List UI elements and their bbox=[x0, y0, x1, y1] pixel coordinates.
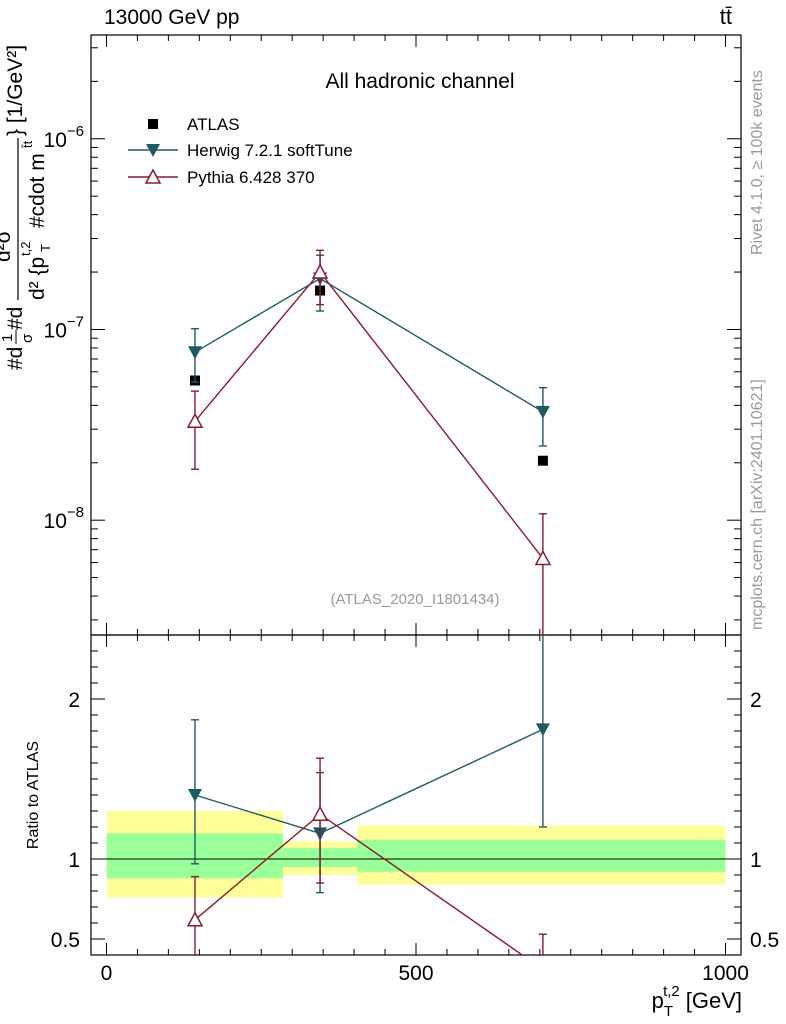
pythia-ratio-marker bbox=[311, 805, 329, 821]
pythia-ratio-marker bbox=[186, 911, 204, 927]
y-tick-label: 10−6 bbox=[44, 123, 84, 152]
pythia-line bbox=[194, 270, 544, 559]
x-axis-label: pTt,2 [GeV] bbox=[652, 983, 742, 1020]
herwig-marker bbox=[535, 405, 550, 419]
y-label-part: } [1/GeV²] bbox=[4, 45, 27, 136]
herwig-marker bbox=[188, 346, 202, 360]
y-label-part: fid bbox=[0, 208, 3, 222]
beam-label: 13000 GeV pp bbox=[104, 6, 240, 29]
ratio-y-tick-label: 2 bbox=[68, 689, 80, 712]
axis-ticks bbox=[91, 35, 741, 956]
ratio-bands bbox=[91, 811, 741, 898]
ratio-y-tick-label: 0.5 bbox=[51, 929, 80, 952]
axis-labels: 0 500 1000 10−8 10−7 10−6 0.5 0.5 1 1 2 2 All hadron… bbox=[0, 45, 779, 1020]
y-label-part: T bbox=[38, 244, 53, 252]
ratio-panel-frame bbox=[90, 634, 742, 956]
y-axis-label: #d 1 σ #d d²σ fid d² {p Tt,2 #cdot m t̄t } [1/GeV²… bbox=[0, 45, 53, 370]
herwig-legend-label: Herwig 7.2.1 softTune bbox=[187, 141, 353, 160]
herwig-line bbox=[194, 277, 544, 413]
pythia-ratio-series bbox=[186, 757, 547, 955]
y-label-part: #d bbox=[4, 307, 27, 330]
y-label-part: 1 bbox=[0, 334, 16, 342]
ratio-y-tick-label: 1 bbox=[68, 849, 80, 872]
herwig-ratio-marker bbox=[535, 723, 550, 737]
ratio-y-axis-label: Ratio to ATLAS bbox=[25, 741, 42, 849]
atlas-legend-label: ATLAS bbox=[187, 115, 240, 134]
y-label-part: t,2 bbox=[18, 242, 33, 256]
y-label-part: #d bbox=[4, 347, 27, 370]
analysis-id-label: (ATLAS_2020_I1801434) bbox=[330, 591, 499, 608]
rivet-version-label: Rivet 4.1.0, ≥ 100k events bbox=[749, 70, 766, 255]
y-label-part: d²σ bbox=[0, 230, 15, 262]
ratio-y-tick-label-right: 2 bbox=[750, 689, 762, 712]
process-label: tt̄ bbox=[719, 4, 732, 29]
x-tick-label: 0 bbox=[101, 962, 113, 985]
y-label-part: #cdot m bbox=[26, 153, 49, 228]
y-label-part: σ bbox=[19, 333, 36, 343]
herwig-legend-marker bbox=[146, 144, 160, 157]
y-label-part: d² {p bbox=[26, 257, 49, 300]
ratio-band-inner-2 bbox=[357, 839, 726, 872]
pythia-legend-marker bbox=[144, 168, 162, 184]
herwig-ratio-marker bbox=[188, 789, 202, 802]
data-series bbox=[186, 249, 552, 955]
y-tick-label: 10−7 bbox=[44, 313, 84, 342]
pythia-marker bbox=[311, 263, 329, 279]
x-tick-label: 1000 bbox=[702, 962, 749, 985]
pythia-marker bbox=[186, 412, 204, 429]
x-tick-label: 500 bbox=[398, 962, 433, 985]
mcplots-credit-label: mcplots.cern.ch [arXiv:2401.10621] bbox=[749, 379, 766, 630]
pythia-legend-label: Pythia 6.428 370 bbox=[187, 168, 315, 187]
ratio-y-tick-label-right: 1 bbox=[750, 849, 762, 872]
ratio-y-tick-label-right: 0.5 bbox=[750, 929, 779, 952]
atlas-legend-marker bbox=[148, 119, 158, 129]
y-label-part: t̄t bbox=[20, 140, 35, 148]
y-tick-label: 10−8 bbox=[44, 504, 84, 533]
legend: ATLAS Herwig 7.2.1 softTune Pythia 6.428 3… bbox=[128, 115, 353, 187]
atlas-data-point bbox=[537, 455, 548, 466]
pythia-marker bbox=[534, 549, 552, 566]
chart-title: All hadronic channel bbox=[325, 70, 514, 93]
